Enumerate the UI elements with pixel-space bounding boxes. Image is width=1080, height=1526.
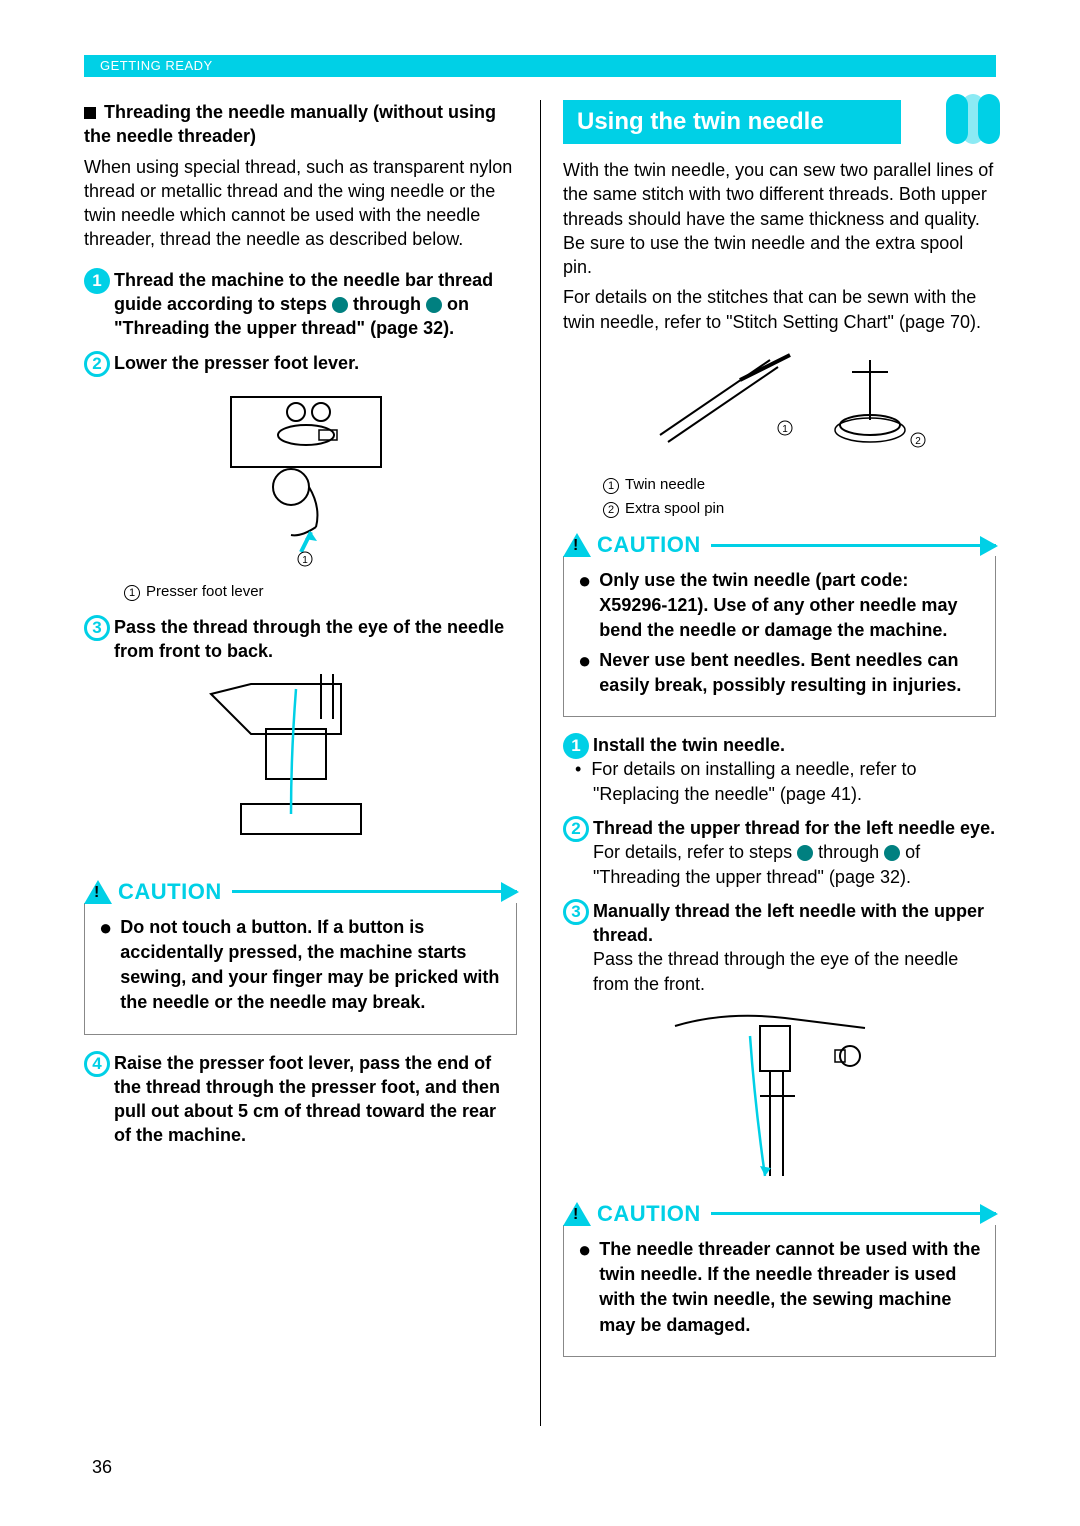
figure-twin-needle: 1 2 (563, 350, 996, 465)
svg-text:1: 1 (782, 424, 788, 435)
warning-triangle-icon (84, 880, 112, 904)
warning-triangle-icon (563, 533, 591, 557)
right-column: Using the twin needle With the twin need… (555, 100, 996, 1446)
figure-caption-twin-1: 1Twin needle (603, 475, 996, 495)
caution-header-left: CAUTION (84, 879, 517, 905)
left-step-4-text: Raise the presser foot lever, pass the e… (114, 1053, 500, 1146)
left-step-1: 1 Thread the machine to the needle bar t… (84, 268, 517, 341)
square-bullet-icon (84, 107, 96, 119)
step-number-3-icon: 3 (84, 615, 110, 641)
right-intro-2: For details on the stitches that can be … (563, 285, 996, 334)
left-step-2: 2 Lower the presser foot lever. (84, 351, 517, 377)
caption-number-icon: 2 (603, 502, 619, 518)
caption-number-icon: 1 (124, 585, 140, 601)
caution-box-left: ●Do not touch a button. If a button is a… (84, 903, 517, 1035)
step-number-2-icon: 2 (84, 351, 110, 377)
caution-item: ●Do not touch a button. If a button is a… (99, 915, 502, 1016)
left-intro: When using special thread, such as trans… (84, 155, 517, 252)
svg-text:2: 2 (915, 436, 921, 447)
header-bar (84, 55, 996, 77)
inline-step-dot-icon (332, 297, 348, 313)
right-step-2: 2 Thread the upper thread for the left n… (563, 816, 996, 889)
left-step-4: 4 Raise the presser foot lever, pass the… (84, 1051, 517, 1148)
figure-needle-eye (84, 674, 517, 869)
step-number-1-icon: 1 (563, 733, 589, 759)
svg-text:1: 1 (302, 555, 308, 566)
right-step-3-sub: Pass the thread through the eye of the n… (593, 947, 996, 996)
right-step-3: 3 Manually thread the left needle with t… (563, 899, 996, 996)
right-step-2-text: Thread the upper thread for the left nee… (593, 816, 996, 840)
warning-triangle-icon (563, 1202, 591, 1226)
step-number-2-icon: 2 (563, 816, 589, 842)
inline-step-dot-icon (797, 845, 813, 861)
tab-decoration-icon (952, 94, 1000, 144)
left-step-1-text: Thread the machine to the needle bar thr… (114, 270, 493, 339)
caution-header-right-2: CAUTION (563, 1201, 996, 1227)
caution-rule-icon (232, 890, 517, 893)
caution-box-right-1: ●Only use the twin needle (part code: X5… (563, 556, 996, 717)
section-title-wrap: Using the twin needle (563, 100, 996, 144)
caution-rule-icon (711, 544, 996, 547)
figure-twin-threading (563, 1006, 996, 1191)
inline-step-dot-icon (884, 845, 900, 861)
breadcrumb: GETTING READY (100, 58, 213, 73)
caution-label: CAUTION (597, 532, 701, 558)
right-step-3-text: Manually thread the left needle with the… (593, 899, 996, 948)
right-step-1-sub: For details on installing a needle, refe… (593, 757, 996, 806)
left-subheading: Threading the needle manually (without u… (84, 100, 517, 149)
left-column: Threading the needle manually (without u… (84, 100, 525, 1446)
right-step-1: 1 Install the twin needle. For details o… (563, 733, 996, 806)
caution-label: CAUTION (118, 879, 222, 905)
right-intro-1: With the twin needle, you can sew two pa… (563, 158, 996, 279)
column-divider (540, 100, 541, 1426)
figure-caption-1: 1Presser foot lever (124, 582, 517, 602)
left-step-3-text: Pass the thread through the eye of the n… (114, 617, 504, 661)
left-subheading-text: Threading the needle manually (without u… (84, 102, 496, 146)
left-step-2-text: Lower the presser foot lever. (114, 353, 359, 373)
caution-box-right-2: ●The needle threader cannot be used with… (563, 1225, 996, 1357)
step-number-1-icon: 1 (84, 268, 110, 294)
figure-caption-twin-2: 2Extra spool pin (603, 499, 996, 519)
left-step-3: 3 Pass the thread through the eye of the… (84, 615, 517, 664)
figure-presser-foot: 1 (84, 387, 517, 572)
section-title: Using the twin needle (563, 100, 901, 144)
right-step-1-text: Install the twin needle. (593, 733, 996, 757)
right-step-2-sub: For details, refer to steps through of "… (593, 840, 996, 889)
step-number-4-icon: 4 (84, 1051, 110, 1077)
caution-item: ●Never use bent needles. Bent needles ca… (578, 648, 981, 698)
caution-item: ●Only use the twin needle (part code: X5… (578, 568, 981, 644)
caption-number-icon: 1 (603, 478, 619, 494)
caution-label: CAUTION (597, 1201, 701, 1227)
caution-item: ●The needle threader cannot be used with… (578, 1237, 981, 1338)
inline-step-dot-icon (426, 297, 442, 313)
page-number: 36 (92, 1457, 112, 1478)
caution-rule-icon (711, 1212, 996, 1215)
step-number-3-icon: 3 (563, 899, 589, 925)
caution-header-right-1: CAUTION (563, 532, 996, 558)
